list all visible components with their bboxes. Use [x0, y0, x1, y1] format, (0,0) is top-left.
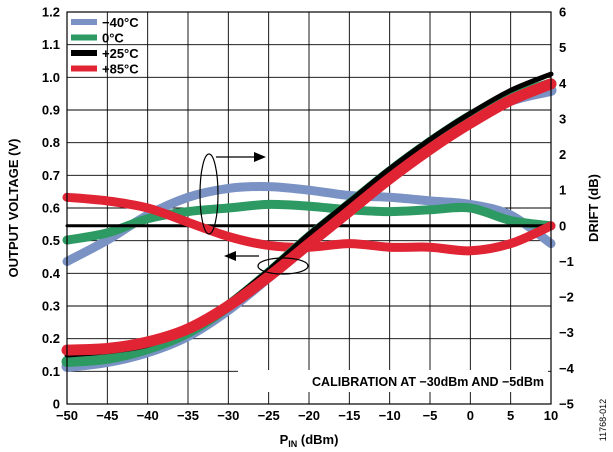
y-left-tick-label: 0 [53, 397, 60, 412]
x-tick-label: −20 [298, 408, 320, 423]
y-left-tick-label: 0.6 [42, 201, 60, 216]
legend-label: 0°C [102, 31, 124, 46]
y-left-tick-label: 1.0 [42, 70, 60, 85]
y-right-tick-label: 1 [559, 183, 566, 198]
voltage-curve-85 [61, 78, 557, 356]
y-left-tick-label: 0.3 [42, 299, 60, 314]
y-left-tick-label: 0.8 [42, 135, 60, 150]
plot-frame [66, 11, 552, 405]
x-tick-label: 5 [507, 408, 514, 423]
arrow-right-icon [254, 152, 266, 162]
x-tick-label: −40 [137, 408, 159, 423]
x-axis-title: PIN (dBm) [280, 432, 339, 449]
y-right-tick-label: 4 [559, 76, 567, 91]
legend-label: +25°C [102, 46, 139, 61]
y-right-tick-label: 0 [559, 218, 566, 233]
annotation-box [238, 370, 548, 392]
x-tick-label: −35 [177, 408, 199, 423]
y-left-tick-label: 1.1 [42, 37, 60, 52]
calibration-note: CALIBRATION AT −30dBm AND −5dBm [312, 375, 544, 389]
y-left-tick-label: 0.7 [42, 168, 60, 183]
y-left-axis-title: OUTPUT VOLTAGE (V) [6, 139, 21, 278]
arrow-left-icon [224, 251, 236, 261]
grid [67, 12, 551, 404]
y-right-tick-label: 6 [559, 5, 566, 20]
x-tick-label: 10 [544, 408, 558, 423]
y-right-tick-labels: −5 −4 −3 −2 −1 0 1 2 3 4 5 6 [559, 5, 575, 412]
drift-curve-0 [62, 199, 556, 245]
y-left-tick-label: 0.5 [42, 233, 60, 248]
y-right-tick-label: −2 [559, 290, 574, 305]
y-right-tick-label: −1 [559, 254, 574, 269]
legend: −40°C0°C+25°C+85°C [71, 15, 139, 77]
x-tick-label: −50 [56, 408, 78, 423]
legend-label: +85°C [102, 62, 139, 77]
y-left-tick-label: 0.4 [42, 266, 61, 281]
y-left-tick-label: 0.9 [42, 103, 60, 118]
curves [61, 71, 557, 372]
y-right-tick-label: 2 [559, 147, 566, 162]
y-left-tick-label: 0.2 [42, 331, 60, 346]
figure-id: 11768-012 [598, 399, 608, 441]
y-right-axis-title: DRIFT (dB) [586, 174, 601, 242]
drift-curves-ellipse [199, 153, 219, 235]
y-right-tick-label: −3 [559, 325, 574, 340]
y-left-tick-labels: 0 0.1 0.2 0.3 0.4 0.5 0.6 0.7 0.8 0.9 1.0 1.1 1.2 [42, 5, 61, 412]
x-tick-label: −10 [379, 408, 401, 423]
x-tick-labels: −50 −45 −40 −35 −30 −25 −20 −15 −10 −5 0 5 10 [56, 408, 558, 423]
x-tick-label: −15 [338, 408, 360, 423]
x-tick-label: 0 [467, 408, 474, 423]
x-tick-label: −30 [217, 408, 239, 423]
y-right-tick-label: −5 [559, 397, 574, 412]
voltage-curves-ellipse [257, 257, 309, 275]
y-left-tick-label: 0.1 [42, 364, 60, 379]
y-right-tick-label: −4 [559, 361, 575, 376]
x-tick-label: −45 [96, 408, 118, 423]
legend-label: −40°C [102, 15, 139, 30]
x-tick-label: −5 [423, 408, 438, 423]
y-right-tick-label: 3 [559, 111, 566, 126]
x-tick-label: −25 [258, 408, 280, 423]
y-left-tick-label: 1.2 [42, 5, 60, 20]
y-right-tick-label: 5 [559, 40, 566, 55]
